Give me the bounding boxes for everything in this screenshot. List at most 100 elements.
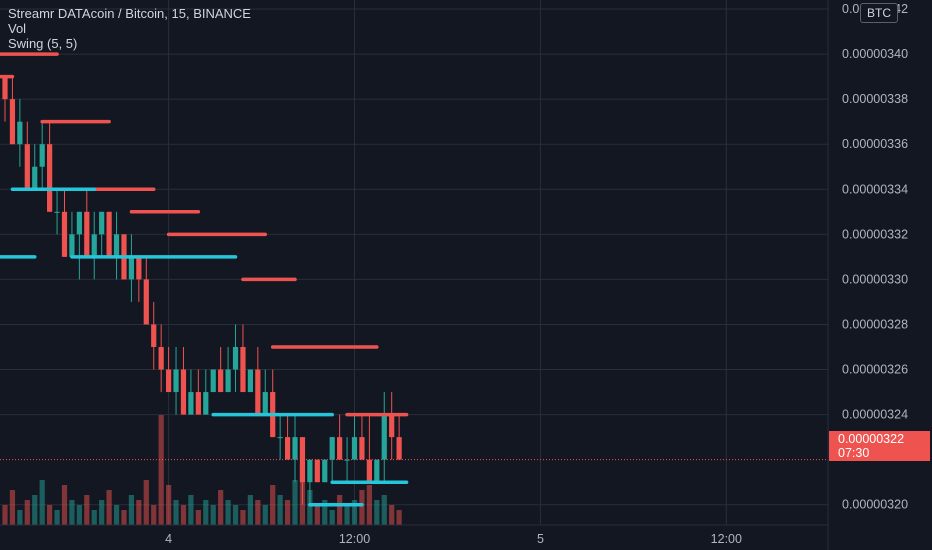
volume-bar xyxy=(232,505,239,525)
volume-bar xyxy=(344,505,350,525)
volume-bar xyxy=(374,500,380,525)
candle-body xyxy=(47,144,53,212)
time-tick-label: 5 xyxy=(537,532,544,546)
candle-body xyxy=(106,211,112,257)
candle-body xyxy=(17,121,23,145)
volume-bar xyxy=(329,510,335,525)
volume-bar xyxy=(270,485,276,525)
candle-body xyxy=(314,459,320,483)
candle-body xyxy=(91,234,97,257)
candle-body xyxy=(54,211,60,213)
candle-body xyxy=(389,414,395,438)
swing-indicator xyxy=(0,52,409,507)
volume-bar xyxy=(39,480,45,525)
candle-body xyxy=(322,459,328,483)
candle-body xyxy=(113,234,120,257)
candle-body xyxy=(381,414,387,460)
volume-bar xyxy=(143,480,149,525)
candle-body xyxy=(359,437,365,460)
volume-bar xyxy=(32,495,38,525)
currency-badge[interactable]: BTC xyxy=(860,3,898,23)
candle-body xyxy=(151,324,157,347)
time-tick-label: 4 xyxy=(165,532,172,546)
candle-body xyxy=(337,437,343,460)
price-tick-label: 0.00000334 xyxy=(842,182,908,196)
volume-bar xyxy=(314,505,320,525)
candle-body xyxy=(366,459,372,483)
volume-bar xyxy=(359,490,365,525)
price-tick-label: 0.00000338 xyxy=(842,92,908,106)
volume-bar xyxy=(84,495,90,525)
candle-body xyxy=(292,437,298,460)
candle-body xyxy=(225,369,231,393)
candle-body xyxy=(210,369,216,393)
volume-bar xyxy=(351,500,358,525)
candle-body xyxy=(32,166,38,190)
volume-bar xyxy=(381,495,387,525)
volume-bar xyxy=(225,500,231,525)
volume-bar xyxy=(99,500,105,525)
candle-body xyxy=(158,346,164,370)
candle-body xyxy=(218,369,224,393)
volume-bar xyxy=(307,490,313,525)
volume-indicator-label[interactable]: Vol xyxy=(8,21,27,36)
volume-bar xyxy=(262,505,268,525)
volume-bar xyxy=(158,415,164,525)
price-tick-label: 0.00000320 xyxy=(842,498,908,512)
volume-bar xyxy=(47,505,53,525)
volume-bar xyxy=(9,490,16,525)
candle-body xyxy=(374,459,380,483)
price-tick-label: 0.00000332 xyxy=(842,227,908,241)
volume-bar xyxy=(180,505,187,525)
volume-bar xyxy=(121,510,127,525)
volume-bar xyxy=(106,490,112,525)
price-tick-label: 0.00000328 xyxy=(842,317,908,331)
volume-bar xyxy=(247,495,254,525)
candle-body xyxy=(299,437,306,483)
candle-body xyxy=(329,437,335,460)
candle-body xyxy=(396,437,402,460)
volume-bar xyxy=(218,490,224,525)
candle-body xyxy=(351,437,358,460)
volume-bar xyxy=(61,485,68,525)
candle-body xyxy=(84,211,90,257)
candle-body xyxy=(188,392,194,415)
last-price-tag: 0.00000322 07:30 xyxy=(829,431,930,461)
chart-legend: Streamr DATAcoin / Bitcoin, 15, BINANCE … xyxy=(8,6,251,51)
swing-indicator-label[interactable]: Swing (5, 5) xyxy=(8,36,78,51)
volume-bar xyxy=(366,485,372,525)
price-axis[interactable]: 0.000003420.000003400.000003380.00000336… xyxy=(842,2,908,512)
candle-body xyxy=(143,279,149,325)
volume-bar xyxy=(277,495,283,525)
candle-body xyxy=(262,392,268,415)
volume-bar xyxy=(240,510,246,525)
candle-body xyxy=(61,211,68,257)
candle-body xyxy=(247,369,254,393)
candle-body xyxy=(9,99,16,145)
volume-bar xyxy=(188,495,194,525)
volume-bar xyxy=(173,500,179,525)
volume-bar xyxy=(284,500,291,525)
time-axis[interactable]: 4 12:00 5 12:00 xyxy=(165,532,742,546)
candle-body xyxy=(136,256,142,280)
symbol-title[interactable]: Streamr DATAcoin / Bitcoin, 15, BINANCE xyxy=(8,6,251,21)
last-price-value: 0.00000322 xyxy=(838,432,905,446)
volume-bar xyxy=(195,510,201,525)
candle-body xyxy=(277,437,283,439)
candlestick-series xyxy=(2,76,402,505)
price-tick-label: 0.00000336 xyxy=(842,137,908,151)
candle-body xyxy=(69,234,75,257)
candle-body xyxy=(284,437,291,460)
volume-bar xyxy=(69,500,75,525)
volume-bar xyxy=(396,510,402,525)
candle-body xyxy=(165,369,172,393)
candle-body xyxy=(128,256,135,280)
price-tick-label: 0.00000340 xyxy=(842,47,908,61)
volume-bar xyxy=(17,510,23,525)
price-tick-label: 0.00000326 xyxy=(842,363,908,377)
candle-body xyxy=(76,211,82,235)
volume-bar xyxy=(203,500,209,525)
candle-body xyxy=(255,369,261,415)
candle-body xyxy=(195,392,201,415)
